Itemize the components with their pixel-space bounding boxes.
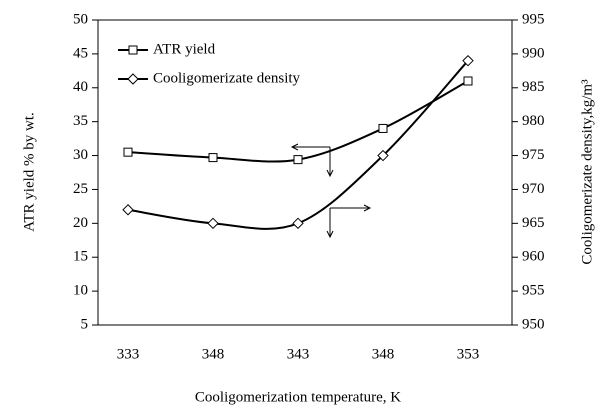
y-tick-label: 45	[73, 45, 88, 61]
y2-tick-label: 990	[522, 45, 545, 61]
y-tick-label: 20	[73, 215, 88, 231]
y-tick-label: 10	[73, 283, 88, 299]
y-tick-label: 5	[81, 316, 89, 332]
y2-tick-label: 980	[522, 113, 545, 129]
arrows	[290, 143, 372, 239]
x-tick-label: 353	[457, 346, 480, 362]
point	[208, 153, 218, 163]
point	[207, 217, 219, 230]
x-tick-label: 348	[202, 346, 225, 362]
y2-tick-label: 960	[522, 249, 545, 265]
point	[292, 217, 304, 230]
point	[463, 76, 473, 86]
point	[377, 149, 389, 162]
y-axis-label: ATR yield % by wt.	[21, 112, 37, 232]
point	[293, 155, 303, 165]
point	[462, 54, 474, 67]
y-tick-label: 15	[73, 249, 88, 265]
point	[378, 123, 388, 133]
y2-axis-label: Cooligomerizate density,kg/m³	[579, 79, 595, 265]
legend-marker	[128, 45, 138, 55]
legend-label: Cooligomerizate density	[153, 70, 301, 86]
plot-frame	[97, 19, 513, 326]
y-tick-label: 40	[73, 79, 88, 95]
y2-tick-label: 955	[522, 283, 545, 299]
y2-tick-label: 950	[522, 316, 545, 332]
point	[122, 204, 134, 216]
y-tick-label: 50	[73, 11, 88, 27]
x-tick-label: 348	[372, 346, 395, 362]
x-axis-label: Cooligomerization temperature, K	[195, 389, 401, 405]
x-tick-label: 333	[117, 346, 140, 362]
y-tick-label: 35	[73, 113, 88, 129]
y2-tick-label: 995	[522, 11, 545, 27]
point	[123, 147, 133, 157]
y2-tick-label: 965	[522, 215, 545, 231]
y-tick-label: 30	[73, 147, 88, 163]
y-tick-label: 25	[73, 181, 88, 197]
legend-marker	[127, 73, 139, 85]
x-tick-label: 343	[287, 346, 310, 362]
y2-tick-label: 985	[522, 79, 545, 95]
y2-tick-label: 975	[522, 147, 545, 163]
legend-label: ATR yield	[153, 41, 216, 57]
y2-tick-label: 970	[522, 181, 545, 197]
